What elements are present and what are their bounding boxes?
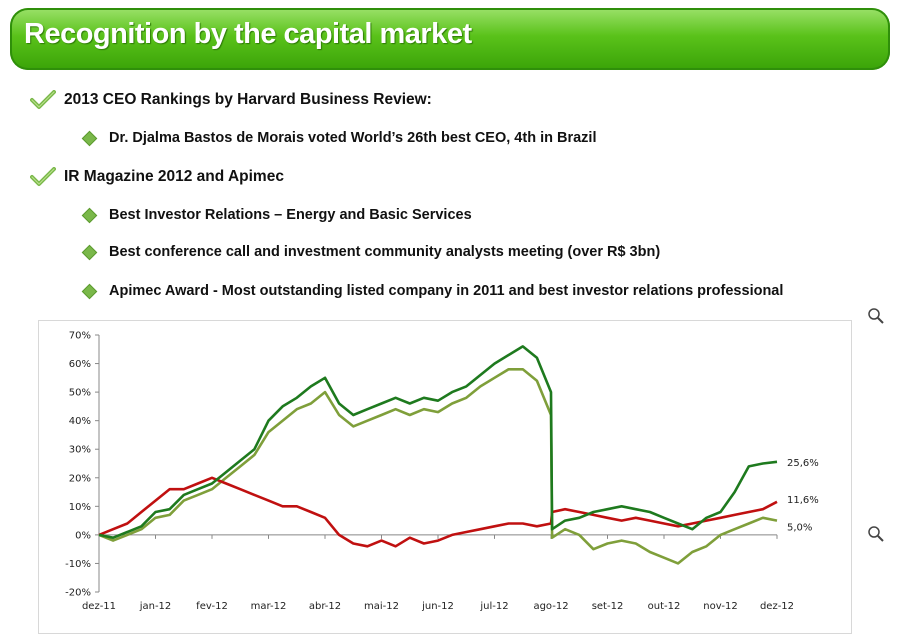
y-tick-label: 70%	[69, 331, 91, 342]
x-tick-label: fev-12	[196, 601, 228, 612]
x-tick-labels: dez-11 jan-12 fev-12 mar-12 abr-12 mai-12 jun-…	[82, 601, 794, 612]
title-banner: Recognition by the capital market	[10, 8, 890, 70]
y-tick-label: 30%	[69, 445, 91, 456]
x-tick-label: abr-12	[309, 601, 341, 612]
page-title: Recognition by the capital market	[24, 18, 472, 50]
bullet-item: Best conference call and investment comm…	[81, 244, 661, 260]
series-end-label: 5,0%	[787, 523, 812, 534]
section-hbr-ceo-rankings: 2013 CEO Rankings by Harvard Business Re…	[30, 90, 432, 110]
bullet-item: Dr. Djalma Bastos de Morais voted World’…	[81, 130, 597, 146]
diamond-bullet-icon	[81, 130, 98, 146]
diamond-bullet-icon	[81, 244, 98, 260]
series-lines	[98, 345, 778, 565]
bullet-text: Best Investor Relations – Energy and Bas…	[109, 207, 472, 223]
axes	[95, 334, 778, 593]
y-tick-label: 20%	[69, 473, 91, 484]
x-tick-label: mar-12	[251, 601, 287, 612]
x-tick-label: dez-12	[760, 601, 794, 612]
chart-canvas: 70% 60% 50% 40% 30% 20% 10% 0% -10% -20% dez-11 ja…	[65, 331, 819, 613]
x-tick-label: out-12	[648, 601, 681, 612]
stock-performance-chart: 70% 60% 50% 40% 30% 20% 10% 0% -10% -20% dez-11 ja…	[38, 320, 852, 634]
y-tick-label: 60%	[69, 359, 91, 370]
check-icon	[30, 90, 56, 109]
x-tick-label: nov-12	[703, 601, 737, 612]
x-tick-label: set-12	[592, 601, 624, 612]
y-tick-label: -10%	[65, 559, 91, 570]
diamond-bullet-icon	[81, 207, 98, 223]
y-tick-labels: 70% 60% 50% 40% 30% 20% 10% 0% -10% -20%	[65, 331, 91, 599]
bullet-item: Best Investor Relations – Energy and Bas…	[81, 207, 472, 223]
end-labels: 25,6% 5,0% 11,6%	[787, 458, 819, 534]
section-label: IR Magazine 2012 and Apimec	[64, 168, 284, 185]
section-ir-magazine-apimec: IR Magazine 2012 and Apimec	[30, 167, 284, 187]
series-line	[98, 367, 778, 565]
series-line	[98, 476, 778, 548]
y-tick-label: -20%	[65, 588, 91, 599]
y-tick-label: 50%	[69, 388, 91, 399]
section-label: 2013 CEO Rankings by Harvard Business Re…	[64, 91, 432, 108]
bullet-item: Apimec Award - Most outstanding listed c…	[81, 283, 784, 299]
bullet-text: Best conference call and investment comm…	[109, 244, 661, 260]
y-tick-label: 0%	[75, 530, 91, 541]
magnifier-icon[interactable]	[866, 524, 886, 544]
diamond-bullet-icon	[81, 283, 98, 299]
y-tick-label: 10%	[69, 502, 91, 513]
series-end-label: 11,6%	[787, 495, 819, 506]
bullet-text: Dr. Djalma Bastos de Morais voted World’…	[109, 130, 597, 146]
bullet-text: Apimec Award - Most outstanding listed c…	[109, 283, 784, 299]
x-tick-label: dez-11	[82, 601, 116, 612]
magnifier-icon[interactable]	[866, 306, 886, 326]
series-line	[98, 345, 778, 539]
x-tick-label: ago-12	[533, 601, 568, 612]
series-end-label: 25,6%	[787, 458, 819, 469]
x-tick-label: jun-12	[421, 601, 454, 612]
y-tick-label: 40%	[69, 416, 91, 427]
x-tick-label: mai-12	[364, 601, 399, 612]
x-tick-label: jan-12	[139, 601, 172, 612]
x-tick-label: jul-12	[479, 601, 508, 612]
check-icon	[30, 167, 56, 186]
